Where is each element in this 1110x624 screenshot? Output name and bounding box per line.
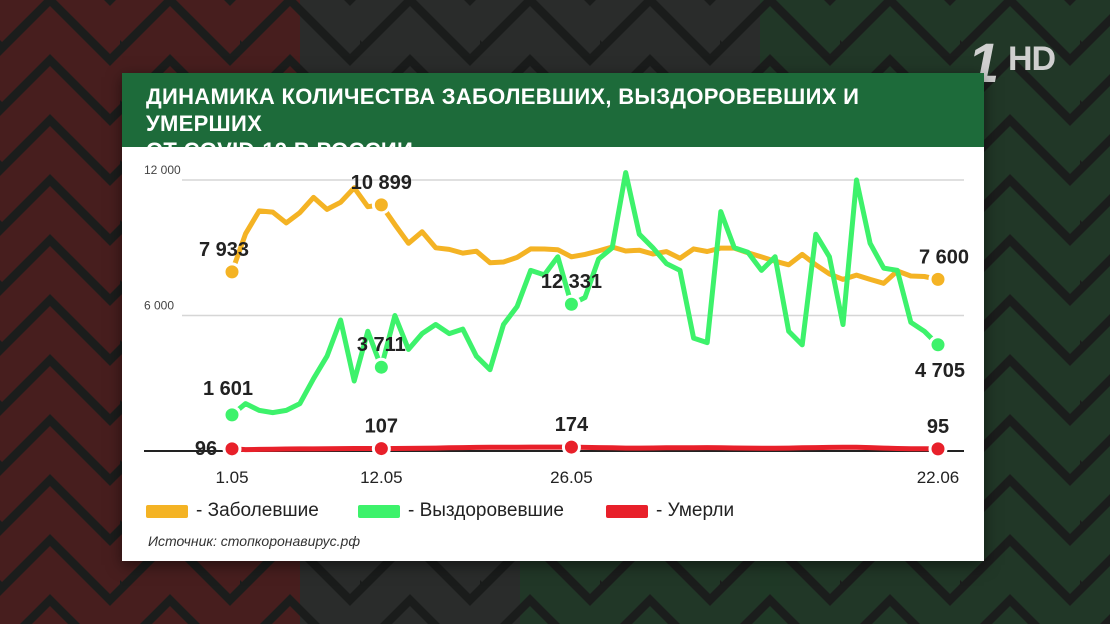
chart-title-line-1: ДИНАМИКА КОЛИЧЕСТВА ЗАБОЛЕВШИХ, ВЫЗДОРОВ…: [146, 84, 860, 136]
data-point-marker: [371, 439, 391, 459]
data-point-marker: [561, 294, 581, 314]
y-tick-label: 6 000: [144, 299, 174, 313]
data-point-marker: [222, 262, 242, 282]
x-tick-label: 26.05: [550, 468, 593, 487]
data-point-marker: [371, 357, 391, 377]
legend-swatch-recovered: [358, 504, 400, 518]
legend-label-infected: - Заболевшие: [196, 500, 319, 521]
series-line-recovered: [229, 170, 941, 418]
data-label: 7 600: [919, 246, 969, 268]
chart-title: ДИНАМИКА КОЛИЧЕСТВА ЗАБОЛЕВШИХ, ВЫЗДОРОВ…: [146, 83, 966, 164]
data-label: 107: [365, 416, 398, 438]
data-label: 174: [555, 414, 589, 436]
legend-item-infected: - Заболевшие: [146, 498, 319, 524]
data-label: 10 899: [351, 172, 412, 194]
chart-header: ДИНАМИКА КОЛИЧЕСТВА ЗАБОЛЕВШИХ, ВЫЗДОРОВ…: [122, 73, 984, 163]
legend-item-died: - Умерли: [606, 498, 734, 524]
data-point-marker: [928, 335, 948, 355]
data-label: 96: [195, 438, 217, 460]
data-point-marker: [222, 405, 242, 425]
data-label: 95: [927, 416, 949, 438]
x-tick-label: 22.06: [917, 468, 960, 487]
data-point-marker: [561, 437, 581, 457]
y-tick-label: 12 000: [144, 163, 181, 177]
data-point-marker: [222, 439, 242, 459]
legend-swatch-died: [606, 504, 648, 518]
series-line-infected: [229, 185, 941, 286]
x-tick-label: 1.05: [215, 468, 248, 487]
x-tick-label: 12.05: [360, 468, 403, 487]
data-label: 12 331: [541, 271, 602, 293]
data-point-marker: [928, 439, 948, 459]
hd-badge: HD: [1008, 40, 1056, 78]
chart-panel: ДИНАМИКА КОЛИЧЕСТВА ЗАБОЛЕВШИХ, ВЫЗДОРОВ…: [122, 73, 984, 561]
data-point-marker: [928, 269, 948, 289]
legend-item-recovered: - Выздоровевшие: [358, 498, 564, 524]
legend-swatch-infected: [146, 504, 188, 518]
data-label: 7 933: [199, 239, 249, 261]
series-line-died: [229, 444, 941, 453]
data-point-marker: [371, 195, 391, 215]
data-label: 3 711: [357, 334, 406, 356]
chart-title-line-2: ОТ COVID-19 В РОССИИ: [146, 138, 414, 163]
legend-label-recovered: - Выздоровевшие: [408, 500, 564, 521]
source-note: Источник: стопкоронавирус.рф: [148, 533, 361, 549]
line-chart: 6 000 12 000 1.05 12.05 26.05 22.06 7 933 10 89…: [144, 163, 969, 487]
data-label: 1 601: [203, 378, 253, 400]
legend-label-died: - Умерли: [656, 500, 735, 521]
data-label: 4 705: [915, 360, 965, 382]
